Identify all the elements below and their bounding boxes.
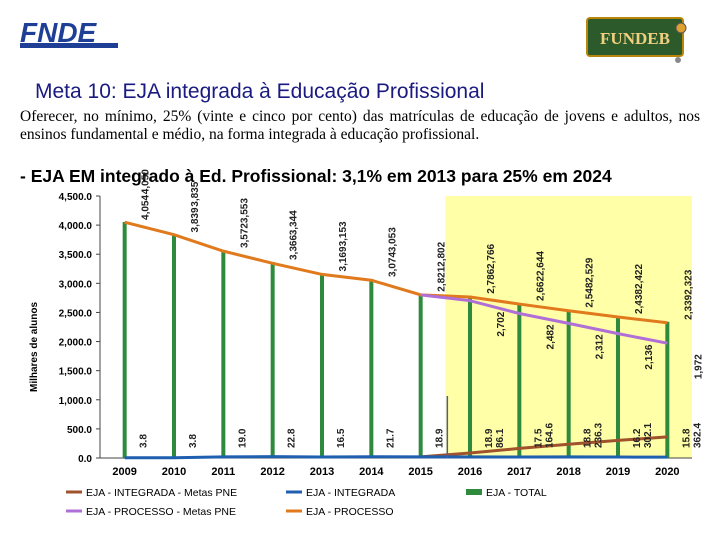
fundeb-logo-text: FUNDEB (600, 29, 670, 48)
y-tick-label: 2,500.0 (59, 308, 93, 319)
goal-subtitle: - EJA EM integrado à Ed. Profissional: 3… (20, 166, 612, 186)
data-label-processo: 2,766 (486, 243, 497, 268)
bar-eja-total (566, 309, 571, 458)
x-tick-label: 2015 (408, 466, 432, 478)
bar-eja-total (468, 295, 472, 458)
y-tick-label: 1,000.0 (59, 396, 93, 407)
data-label-total: 3,169 (338, 246, 349, 271)
data-label-processo-meta: 2,136 (644, 344, 655, 369)
data-label-integrada-meta: 164.6 (544, 423, 555, 448)
y-tick-label: 1,500.0 (59, 367, 93, 378)
data-label-total: 3,572 (239, 223, 250, 248)
data-label-processo-meta: 2,482 (545, 324, 556, 349)
y-tick-label: 3,500.0 (59, 250, 93, 261)
data-label-integrada: 16.2 (632, 428, 643, 448)
y-tick-label: 500.0 (67, 425, 92, 436)
data-label-processo: 2,422 (634, 264, 645, 289)
data-label-processo: 3,344 (289, 210, 300, 235)
fnde-logo-text: FNDE (20, 17, 98, 48)
x-tick-label: 2014 (359, 466, 384, 478)
line-eja-integrada-meta (420, 435, 668, 459)
data-label-integrada: 19.0 (237, 428, 248, 448)
data-label-integrada: 16.5 (336, 428, 347, 448)
line-eja-integrada (124, 455, 668, 460)
bar-eja-total (221, 250, 226, 458)
goal-description: Oferecer, no mínimo, 25% (vinte e cinco … (20, 108, 700, 143)
data-label-integrada-meta: 236.3 (594, 423, 605, 448)
data-label-integrada-meta: 86.1 (495, 428, 506, 448)
x-tick-label: 2017 (507, 466, 531, 478)
x-tick-label: 2019 (606, 466, 630, 478)
data-label-integrada: 3.8 (188, 434, 199, 448)
data-label-processo: 2,802 (437, 241, 448, 266)
bar-eja-total (369, 279, 374, 458)
data-label-integrada: 18.8 (583, 428, 594, 448)
data-label-integrada: 18.9 (435, 428, 446, 448)
data-label-total: 4,054 (141, 195, 152, 220)
data-label-total: 3,074 (387, 252, 398, 277)
x-tick-label: 2018 (556, 466, 580, 478)
x-tick-label: 2013 (310, 466, 334, 478)
x-tick-label: 2011 (211, 466, 235, 478)
data-label-integrada: 17.5 (533, 428, 544, 448)
data-label-processo: 2,529 (585, 257, 596, 282)
data-label-processo: 4,050 (141, 169, 152, 194)
data-label-total: 2,821 (437, 266, 448, 291)
bar-eja-total (418, 293, 423, 458)
data-label-total: 2,548 (585, 282, 596, 307)
data-label-integrada-meta: 302.1 (643, 423, 654, 448)
data-label-processo: 2,644 (535, 251, 546, 276)
x-tick-label: 2012 (260, 466, 284, 478)
data-label-integrada-meta: 362.4 (692, 423, 703, 448)
data-label-processo: 3,153 (338, 221, 349, 246)
page-title: Meta 10: EJA integrada à Educação Profis… (35, 80, 485, 103)
data-label-processo: 2,323 (683, 269, 694, 294)
data-label-integrada: 3.8 (139, 434, 150, 448)
data-label-total: 3,366 (289, 235, 300, 260)
data-label-integrada: 21.7 (385, 428, 396, 448)
data-label-processo-meta: 2,702 (496, 311, 507, 336)
legend-label: EJA - TOTAL (486, 487, 547, 499)
bar-eja-total (122, 221, 127, 458)
data-label-total: 2,662 (535, 276, 546, 301)
bar-eja-total (172, 234, 176, 458)
data-label-total: 3,839 (190, 207, 201, 232)
bar-eja-total (517, 303, 522, 458)
legend-swatch (466, 489, 482, 495)
data-label-processo: 3,835 (190, 181, 201, 206)
line-eja-processo (124, 220, 668, 325)
fundeb-logo: FUNDEB (586, 17, 687, 63)
bar-eja-total (270, 262, 275, 458)
data-label-integrada: 15.8 (681, 428, 692, 448)
data-label-total: 2,786 (486, 268, 497, 293)
y-tick-label: 2,000.0 (59, 338, 93, 349)
bar-eja-total (320, 273, 324, 458)
y-tick-label: 4,000.0 (59, 221, 93, 232)
data-label-processo-meta: 1,972 (693, 354, 704, 379)
x-tick-label: 2009 (112, 466, 136, 478)
data-label-integrada: 18.9 (484, 428, 495, 448)
x-tick-label: 2010 (162, 466, 186, 478)
data-label-processo: 3,053 (387, 227, 398, 252)
y-tick-label: 0.0 (78, 454, 92, 465)
legend-label: EJA - INTEGRADA - Metas PNE (86, 487, 237, 499)
data-label-total: 2,438 (634, 289, 645, 314)
x-tick-label: 2016 (458, 466, 482, 478)
y-axis-title: Milhares de alunos (29, 302, 40, 392)
legend-label: EJA - INTEGRADA (306, 487, 395, 499)
data-label-processo: 3,553 (239, 198, 250, 223)
data-label-integrada: 22.8 (287, 428, 298, 448)
legend-label: EJA - PROCESSO - Metas PNE (86, 506, 236, 518)
y-tick-label: 3,000.0 (59, 279, 93, 290)
fnde-logo: FNDE (20, 17, 118, 48)
data-label-processo-meta: 2,312 (595, 334, 606, 359)
legend-label: EJA - PROCESSO (306, 506, 394, 518)
x-tick-label: 2020 (655, 466, 679, 478)
line-eja-processo-meta (420, 293, 668, 345)
bar-eja-total (665, 321, 670, 458)
y-tick-label: 4,500.0 (59, 192, 93, 203)
data-label-total: 2,339 (683, 294, 694, 319)
bar-eja-total (616, 316, 620, 458)
